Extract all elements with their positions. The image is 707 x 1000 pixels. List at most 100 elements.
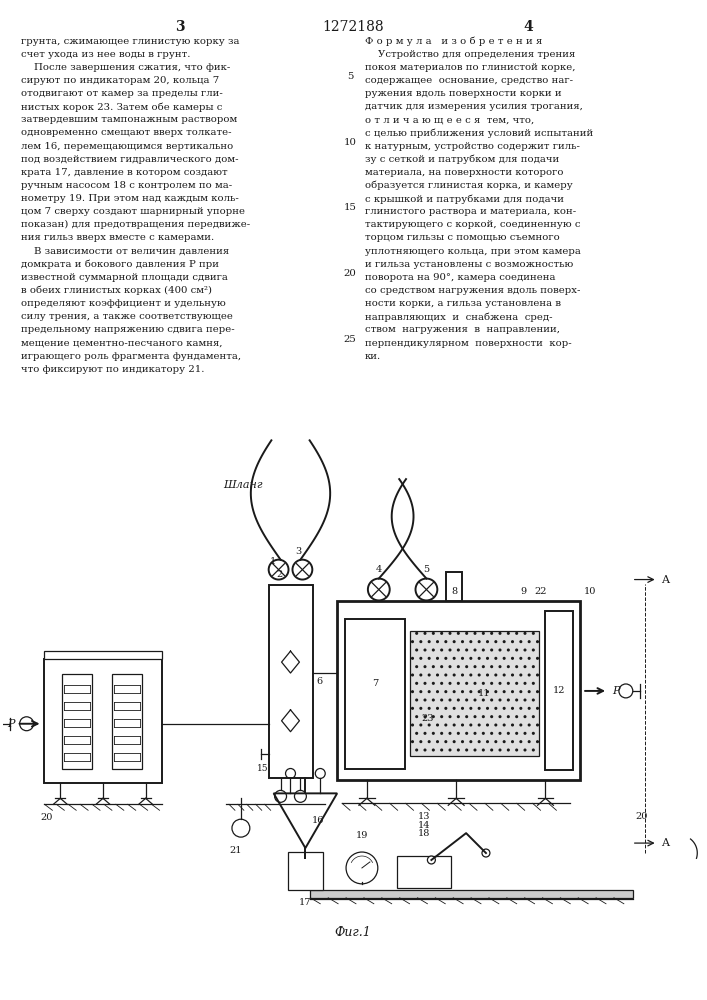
Text: 15: 15 [344, 203, 356, 212]
Text: к натурным, устройство содержит гиль-: к натурным, устройство содержит гиль- [365, 142, 580, 151]
Text: 14: 14 [418, 821, 431, 830]
Text: 20: 20 [40, 813, 52, 822]
Text: торцом гильзы с помощью съемного: торцом гильзы с помощью съемного [365, 233, 560, 242]
Text: Фиг.1: Фиг.1 [334, 926, 371, 939]
Text: 11: 11 [478, 689, 490, 698]
Text: ружения вдоль поверхности корки и: ружения вдоль поверхности корки и [365, 89, 561, 98]
Text: что фиксируют по индикатору 21.: что фиксируют по индикатору 21. [21, 365, 204, 374]
Text: 20: 20 [344, 269, 356, 278]
Text: 16: 16 [311, 816, 324, 825]
Text: 20: 20 [636, 812, 648, 821]
Text: Ф о р м у л а   и з о б р е т е н и я: Ф о р м у л а и з о б р е т е н и я [365, 37, 542, 46]
Text: 2: 2 [276, 570, 283, 579]
Text: материала, на поверхности которого: материала, на поверхности которого [365, 168, 563, 177]
Bar [288, 852, 323, 890]
Circle shape [368, 579, 390, 600]
Text: грунта, сжимающее глинистую корку за: грунта, сжимающее глинистую корку за [21, 37, 239, 46]
Text: ством  нагружения  в  направлении,: ством нагружения в направлении, [365, 325, 560, 334]
Text: 13: 13 [418, 812, 431, 821]
Circle shape [416, 579, 438, 600]
Text: 7: 7 [372, 679, 378, 688]
Text: 10: 10 [584, 587, 596, 596]
Text: тактирующего с коркой, соединенную с: тактирующего с коркой, соединенную с [365, 220, 580, 229]
Text: 1: 1 [269, 557, 276, 566]
Bar [45, 659, 161, 783]
Text: нистых корок 23. Затем обе камеры с: нистых корок 23. Затем обе камеры с [21, 102, 222, 112]
Text: 12: 12 [553, 686, 566, 695]
Text: ния гильз вверх вместе с камерами.: ния гильз вверх вместе с камерами. [21, 233, 214, 242]
Text: покоя материалов по глинистой корке,: покоя материалов по глинистой корке, [365, 63, 575, 72]
Text: сируют по индикаторам 20, кольца 7: сируют по индикаторам 20, кольца 7 [21, 76, 219, 85]
Text: датчик для измерения усилия трогания,: датчик для измерения усилия трогания, [365, 102, 583, 111]
Text: Шланг: Шланг [223, 480, 262, 490]
Text: 4: 4 [524, 20, 534, 34]
Text: 22: 22 [534, 587, 547, 596]
Text: 3: 3 [175, 20, 185, 34]
Text: о т л и ч а ю щ е е с я  тем, что,: о т л и ч а ю щ е е с я тем, что, [365, 115, 534, 124]
Text: 18: 18 [419, 829, 431, 838]
Text: уплотняющего кольца, при этом камера: уплотняющего кольца, при этом камера [365, 247, 580, 256]
Text: 9: 9 [520, 587, 527, 596]
Circle shape [346, 852, 378, 884]
Text: 6: 6 [316, 677, 322, 686]
Text: ручным насосом 18 с контролем по ма-: ручным насосом 18 с контролем по ма- [21, 181, 232, 190]
Text: 17: 17 [299, 898, 312, 907]
Text: направляющих  и  снабжена  сред-: направляющих и снабжена сред- [365, 312, 552, 322]
Text: нометру 19. При этом над каждым коль-: нометру 19. При этом над каждым коль- [21, 194, 238, 203]
Text: Р: Р [612, 686, 619, 696]
Text: играющего роль фрагмента фундамента,: играющего роль фрагмента фундамента, [21, 352, 241, 361]
Text: 1272188: 1272188 [322, 20, 384, 34]
Text: 19: 19 [356, 831, 368, 840]
Circle shape [428, 856, 436, 864]
Text: 23: 23 [421, 714, 433, 723]
Text: 4: 4 [375, 565, 382, 574]
Bar [345, 619, 404, 768]
Text: силу трения, а также соответствующее: силу трения, а также соответствующее [21, 312, 233, 321]
Text: 5: 5 [423, 565, 429, 574]
Bar [112, 674, 141, 768]
Text: затвердевшим тампонажным раствором: затвердевшим тампонажным раствором [21, 115, 237, 124]
Text: с крышкой и патрубками для подачи: с крышкой и патрубками для подачи [365, 194, 564, 204]
Text: определяют коэффициент и удельную: определяют коэффициент и удельную [21, 299, 226, 308]
Circle shape [269, 560, 288, 580]
Text: с целью приближения условий испытаний: с целью приближения условий испытаний [365, 128, 593, 138]
Text: содержащее  основание, средство наг-: содержащее основание, средство наг- [365, 76, 573, 85]
Text: крата 17, давление в котором создают: крата 17, давление в котором создают [21, 168, 227, 177]
Text: образуется глинистая корка, и камеру: образуется глинистая корка, и камеру [365, 181, 573, 190]
Text: одновременно смещают вверх толкате-: одновременно смещают вверх толкате- [21, 128, 231, 137]
Circle shape [482, 849, 490, 857]
Text: зу с сеткой и патрубком для подачи: зу с сеткой и патрубком для подачи [365, 155, 559, 164]
Text: показан) для предотвращения передвиже-: показан) для предотвращения передвиже- [21, 220, 250, 229]
Text: Р: Р [7, 719, 15, 729]
Text: 3: 3 [296, 547, 302, 556]
Text: глинистого раствора и материала, кон-: глинистого раствора и материала, кон- [365, 207, 576, 216]
Text: В зависимости от величин давления: В зависимости от величин давления [21, 247, 229, 256]
Bar [45, 651, 161, 659]
Text: в обеих глинистых корках (400 см²): в обеих глинистых корках (400 см²) [21, 286, 211, 295]
Text: известной суммарной площади сдвига: известной суммарной площади сдвига [21, 273, 228, 282]
Text: 8: 8 [451, 587, 457, 596]
Text: домкрата и бокового давления Р при: домкрата и бокового давления Р при [21, 260, 218, 269]
Text: счет ухода из нее воды в грунт.: счет ухода из нее воды в грунт. [21, 50, 190, 59]
Text: и гильза установлены с возможностью: и гильза установлены с возможностью [365, 260, 573, 269]
Text: 10: 10 [344, 138, 356, 147]
Bar [310, 890, 633, 898]
Text: Устройство для определения трения: Устройство для определения трения [365, 50, 575, 59]
Text: цом 7 сверху создают шарнирный упорне: цом 7 сверху создают шарнирный упорне [21, 207, 245, 216]
Text: отодвигают от камер за пределы гли-: отодвигают от камер за пределы гли- [21, 89, 223, 98]
Text: лем 16, перемещающимся вертикально: лем 16, перемещающимся вертикально [21, 142, 233, 151]
Bar [397, 856, 451, 888]
Bar [337, 601, 580, 780]
Bar [546, 611, 573, 770]
Text: поворота на 90°, камера соединена: поворота на 90°, камера соединена [365, 273, 556, 282]
Text: мещение цементно-песчаного камня,: мещение цементно-песчаного камня, [21, 339, 222, 348]
Text: ки.: ки. [365, 352, 381, 361]
Circle shape [293, 560, 312, 580]
Text: со средством нагружения вдоль поверх-: со средством нагружения вдоль поверх- [365, 286, 580, 295]
Bar [62, 674, 92, 768]
Text: под воздействием гидравлического дом-: под воздействием гидравлического дом- [21, 155, 238, 164]
Text: 5: 5 [347, 72, 354, 81]
Text: 15: 15 [257, 764, 269, 773]
Text: перпендикулярном  поверхности  кор-: перпендикулярном поверхности кор- [365, 339, 571, 348]
Text: 21: 21 [230, 846, 243, 855]
